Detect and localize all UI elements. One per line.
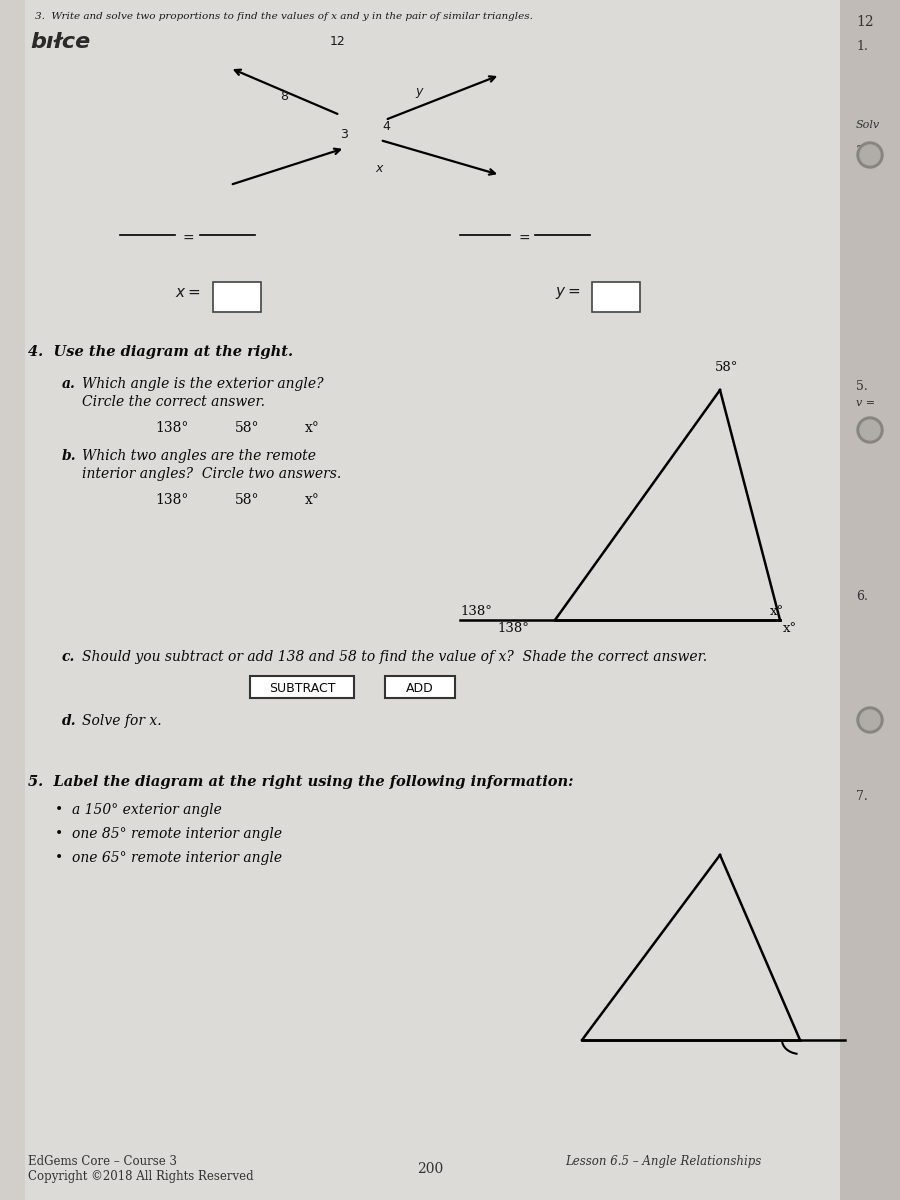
Text: x: x [375, 162, 382, 175]
Text: 1.: 1. [856, 40, 868, 53]
Text: Solve for x.: Solve for x. [82, 714, 162, 728]
Text: v =: v = [856, 398, 875, 408]
Text: b.: b. [62, 449, 77, 463]
Bar [213, 282, 261, 312]
Text: 58°: 58° [715, 361, 738, 374]
Text: Copyright ©2018 All Rights Reserved: Copyright ©2018 All Rights Reserved [28, 1170, 254, 1183]
Text: $y =$: $y =$ [555, 284, 580, 301]
Text: bıłce: bıłce [30, 32, 90, 52]
Text: 7.: 7. [856, 790, 868, 803]
Text: one 85° remote interior angle: one 85° remote interior angle [72, 827, 282, 841]
Bar [385, 676, 455, 698]
Text: Circle the correct answer.: Circle the correct answer. [82, 395, 265, 409]
Circle shape [857, 142, 883, 168]
Text: a 150° exterior angle: a 150° exterior angle [72, 803, 222, 817]
Text: 6.: 6. [856, 590, 868, 602]
Bar [250, 676, 354, 698]
Text: interior angles?  Circle two answers.: interior angles? Circle two answers. [82, 467, 341, 481]
Text: 138°: 138° [155, 493, 188, 506]
Text: EdGems Core – Course 3: EdGems Core – Course 3 [28, 1154, 177, 1168]
Text: 4.  Use the diagram at the right.: 4. Use the diagram at the right. [28, 346, 293, 359]
Text: =: = [518, 232, 529, 246]
Text: y: y [415, 85, 422, 98]
Text: Solv: Solv [856, 120, 880, 130]
Text: 12: 12 [856, 14, 874, 29]
Text: $x =$: $x =$ [175, 284, 201, 300]
Text: x°: x° [770, 605, 784, 618]
Text: 200: 200 [417, 1162, 443, 1176]
Text: d.: d. [62, 714, 77, 728]
Text: x°: x° [783, 622, 797, 635]
Text: 138°: 138° [460, 605, 492, 618]
Text: Which two angles are the remote: Which two angles are the remote [82, 449, 316, 463]
Text: x°: x° [305, 421, 320, 434]
Text: one 65° remote interior angle: one 65° remote interior angle [72, 851, 282, 865]
Text: ADD: ADD [406, 683, 434, 696]
Bar [840, 0, 900, 1200]
Text: x°: x° [305, 493, 320, 506]
Text: 138°: 138° [497, 622, 529, 635]
Text: 8: 8 [280, 90, 288, 103]
Text: 12: 12 [330, 35, 346, 48]
Text: c.: c. [62, 650, 76, 664]
Text: 3.  Write and solve two proportions to find the values of x and y in the pair of: 3. Write and solve two proportions to fi… [35, 12, 533, 20]
Bar [0, 0, 25, 1200]
Text: •: • [55, 827, 63, 841]
Text: 3.: 3. [856, 145, 868, 158]
Text: •: • [55, 851, 63, 865]
Text: a.: a. [62, 377, 76, 391]
Text: Lesson 6.5 – Angle Relationships: Lesson 6.5 – Angle Relationships [565, 1154, 761, 1168]
Circle shape [857, 707, 883, 733]
Text: 5.  Label the diagram at the right using the following information:: 5. Label the diagram at the right using … [28, 775, 573, 790]
Text: 5.: 5. [856, 380, 868, 392]
Text: =: = [183, 232, 194, 246]
Bar [592, 282, 640, 312]
Circle shape [860, 420, 880, 440]
Circle shape [857, 416, 883, 443]
Circle shape [860, 710, 880, 730]
Text: SUBTRACT: SUBTRACT [269, 683, 335, 696]
Text: Should you subtract or add 138 and 58 to find the value of x?  Shade the correct: Should you subtract or add 138 and 58 to… [82, 650, 707, 664]
Text: Which angle is the exterior angle?: Which angle is the exterior angle? [82, 377, 324, 391]
Text: 3: 3 [340, 128, 348, 140]
Text: 58°: 58° [235, 421, 259, 434]
Text: 58°: 58° [235, 493, 259, 506]
Text: •: • [55, 803, 63, 817]
Text: 138°: 138° [155, 421, 188, 434]
Text: 4: 4 [382, 120, 390, 133]
Circle shape [860, 145, 880, 164]
